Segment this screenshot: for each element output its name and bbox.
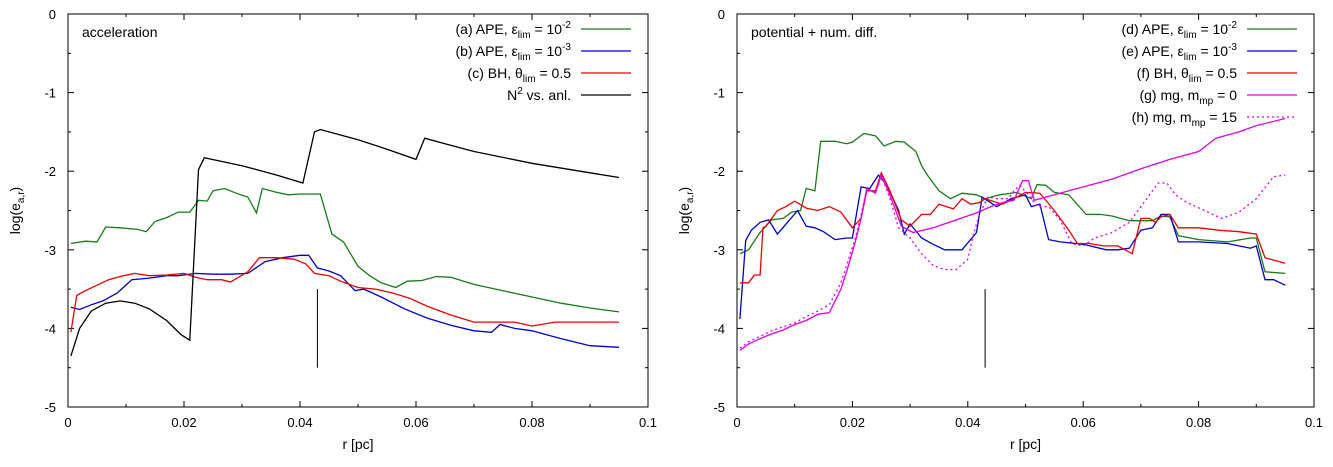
y-axis-label: log(ea,r) xyxy=(676,187,696,234)
y-tick-label: -1 xyxy=(44,86,56,101)
x-tick-label: 0.04 xyxy=(955,415,980,430)
x-tick-label: 0.04 xyxy=(287,415,312,430)
legend-entry-3: N2 vs. anl. xyxy=(507,86,571,103)
x-axis-label: r [pc] xyxy=(342,436,373,452)
chart-title: acceleration xyxy=(82,24,158,40)
legend-entry-3: (g) mg, mmp = 0 xyxy=(1139,87,1237,107)
series-line-3 xyxy=(70,128,620,357)
y-tick-label: -2 xyxy=(713,164,725,179)
series-line-2 xyxy=(70,257,619,333)
x-tick-label: 0.06 xyxy=(1071,415,1096,430)
chart-title: potential + num. diff. xyxy=(751,24,877,40)
x-tick-label: 0.08 xyxy=(519,415,544,430)
legend-entry-4: (h) mg, mmp = 15 xyxy=(1132,109,1238,129)
y-tick-label: -3 xyxy=(713,243,725,258)
y-tick-label: -5 xyxy=(713,400,725,415)
series-line-3 xyxy=(739,117,1286,351)
legend-entry-2: (f) BH, θlim = 0.5 xyxy=(1137,65,1238,85)
y-tick-label: -5 xyxy=(44,400,56,415)
series-line-1 xyxy=(70,254,620,348)
x-tick-label: 0.06 xyxy=(403,415,428,430)
x-tick-label: 0.1 xyxy=(639,415,657,430)
y-tick-label: 0 xyxy=(49,7,56,22)
x-tick-label: 0 xyxy=(733,415,740,430)
series-line-4 xyxy=(739,173,1286,349)
x-tick-label: 0.02 xyxy=(171,415,196,430)
legend-entry-1: (e) APE, εlim = 10-3 xyxy=(1122,42,1238,63)
y-tick-label: -4 xyxy=(713,321,725,336)
y-axis-label: log(ea,r) xyxy=(7,187,27,234)
y-tick-label: -2 xyxy=(44,164,56,179)
chart-panel-potential: 0 0.02 0.04 0.06 0.08 0.1 0 -1 -2 -3 -4 -5 r [pc] log… xyxy=(676,7,1323,452)
legend-entry-0: (a) APE, εlim = 10-2 xyxy=(456,20,572,41)
x-axis-label: r [pc] xyxy=(1010,436,1041,452)
legend-entry-0: (d) APE, εlim = 10-2 xyxy=(1122,20,1238,41)
x-tick-label: 0.1 xyxy=(1305,415,1323,430)
x-tick-label: 0.08 xyxy=(1186,415,1211,430)
y-tick-label: -4 xyxy=(44,321,56,336)
legend-entry-2: (c) BH, θlim = 0.5 xyxy=(468,65,572,85)
x-tick-label: 0 xyxy=(64,415,71,430)
y-tick-label: 0 xyxy=(718,7,725,22)
chart-panel-acceleration: 0 0.02 0.04 0.06 0.08 0.1 0 -1 -2 -3 -4 -5 r [pc] log… xyxy=(7,7,657,452)
series-line-0 xyxy=(739,132,1286,275)
x-tick-label: 0.02 xyxy=(840,415,865,430)
series-line-2 xyxy=(739,171,1286,284)
legend-entry-1: (b) APE, εlim = 10-3 xyxy=(456,42,572,63)
y-tick-label: -3 xyxy=(44,243,56,258)
y-tick-label: -1 xyxy=(713,86,725,101)
series-line-1 xyxy=(739,174,1286,320)
series-line-0 xyxy=(70,187,620,313)
